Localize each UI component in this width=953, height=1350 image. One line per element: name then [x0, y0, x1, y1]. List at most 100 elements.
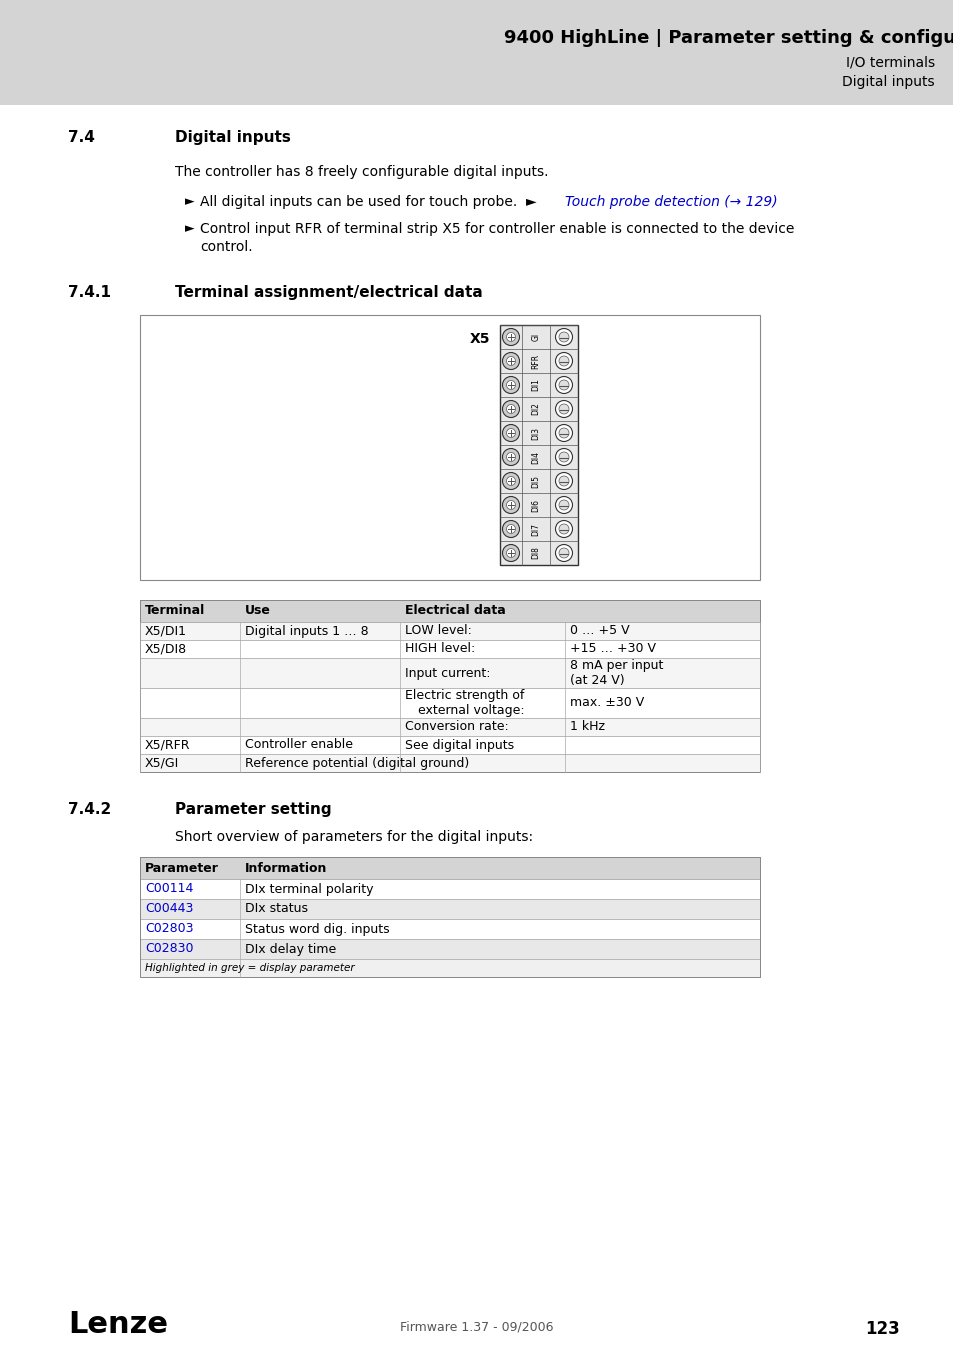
Text: GI: GI: [531, 333, 540, 342]
Text: Controller enable: Controller enable: [245, 738, 353, 752]
Circle shape: [558, 500, 568, 510]
Circle shape: [555, 328, 572, 346]
Circle shape: [558, 379, 568, 390]
Text: 123: 123: [864, 1320, 899, 1338]
Circle shape: [506, 405, 515, 413]
Text: DIx delay time: DIx delay time: [245, 942, 335, 956]
Text: 9400 HighLine | Parameter setting & configuration: 9400 HighLine | Parameter setting & conf…: [503, 28, 953, 47]
Text: X5/GI: X5/GI: [145, 756, 179, 770]
Text: C00114: C00114: [145, 883, 193, 895]
Text: Terminal: Terminal: [145, 605, 205, 617]
Bar: [140, 899, 760, 919]
Text: DI5: DI5: [531, 474, 540, 487]
Text: ►: ►: [185, 194, 194, 208]
Text: 7.4: 7.4: [68, 130, 94, 144]
Text: C02830: C02830: [145, 942, 193, 956]
Text: ►: ►: [185, 221, 194, 235]
Circle shape: [506, 548, 515, 558]
Text: I/O terminals: I/O terminals: [845, 55, 934, 69]
Circle shape: [558, 524, 568, 535]
Circle shape: [555, 424, 572, 441]
Circle shape: [555, 401, 572, 417]
Text: Parameter setting: Parameter setting: [174, 802, 332, 817]
Circle shape: [502, 328, 519, 346]
Circle shape: [506, 477, 515, 486]
Bar: [140, 718, 760, 736]
Circle shape: [558, 452, 568, 462]
Circle shape: [506, 452, 515, 462]
Text: Use: Use: [245, 605, 271, 617]
Circle shape: [506, 525, 515, 533]
Circle shape: [506, 381, 515, 390]
Text: 0 … +5 V: 0 … +5 V: [569, 625, 629, 637]
Circle shape: [558, 332, 568, 342]
Text: DI7: DI7: [531, 522, 540, 536]
Text: C02803: C02803: [145, 922, 193, 936]
Circle shape: [555, 352, 572, 370]
Circle shape: [506, 332, 515, 342]
Text: 8 mA per input
(at 24 V): 8 mA per input (at 24 V): [569, 659, 662, 687]
Circle shape: [555, 377, 572, 393]
Text: Status word dig. inputs: Status word dig. inputs: [245, 922, 389, 936]
Text: Reference potential (digital ground): Reference potential (digital ground): [245, 756, 469, 770]
Circle shape: [558, 548, 568, 558]
Circle shape: [502, 448, 519, 466]
Circle shape: [502, 401, 519, 417]
Circle shape: [502, 424, 519, 441]
Circle shape: [555, 448, 572, 466]
Text: DI1: DI1: [531, 378, 540, 392]
Circle shape: [558, 428, 568, 437]
Text: C00443: C00443: [145, 903, 193, 915]
Text: HIGH level:: HIGH level:: [405, 643, 475, 656]
Text: Digital inputs 1 … 8: Digital inputs 1 … 8: [245, 625, 368, 637]
Text: X5/RFR: X5/RFR: [145, 738, 191, 752]
Text: DI3: DI3: [531, 427, 540, 440]
Text: Short overview of parameters for the digital inputs:: Short overview of parameters for the dig…: [174, 830, 533, 844]
Text: The controller has 8 freely configurable digital inputs.: The controller has 8 freely configurable…: [174, 165, 548, 180]
Bar: [140, 919, 760, 940]
Text: +15 … +30 V: +15 … +30 V: [569, 643, 656, 656]
Text: DI2: DI2: [531, 402, 540, 416]
Circle shape: [555, 521, 572, 537]
Bar: [0, 0, 953, 105]
Circle shape: [502, 544, 519, 562]
Circle shape: [555, 472, 572, 490]
Text: X5/DI1: X5/DI1: [145, 625, 187, 637]
Circle shape: [558, 356, 568, 366]
Text: 7.4.1: 7.4.1: [68, 285, 111, 300]
Text: Input current:: Input current:: [405, 667, 490, 679]
Bar: [140, 657, 760, 688]
Circle shape: [502, 377, 519, 393]
Circle shape: [506, 501, 515, 509]
Bar: [140, 688, 760, 718]
Bar: [140, 857, 760, 977]
Text: Lenze: Lenze: [68, 1310, 168, 1339]
Text: max. ±30 V: max. ±30 V: [569, 697, 643, 710]
Circle shape: [558, 404, 568, 414]
Bar: [140, 879, 760, 899]
Text: 7.4.2: 7.4.2: [68, 802, 112, 817]
Text: Highlighted in grey = display parameter: Highlighted in grey = display parameter: [145, 963, 355, 973]
Circle shape: [502, 352, 519, 370]
Text: X5/DI8: X5/DI8: [145, 643, 187, 656]
Circle shape: [555, 497, 572, 513]
Text: DIx terminal polarity: DIx terminal polarity: [245, 883, 374, 895]
Text: LOW level:: LOW level:: [405, 625, 472, 637]
Bar: [140, 958, 760, 977]
Circle shape: [558, 477, 568, 486]
Text: DI4: DI4: [531, 451, 540, 463]
Text: DI8: DI8: [531, 547, 540, 559]
Circle shape: [502, 497, 519, 513]
Text: Control input RFR of terminal strip X5 for controller enable is connected to the: Control input RFR of terminal strip X5 f…: [200, 221, 794, 236]
Text: control.: control.: [200, 240, 253, 254]
Circle shape: [506, 428, 515, 437]
Text: Digital inputs: Digital inputs: [174, 130, 291, 144]
Text: All digital inputs can be used for touch probe.  ►: All digital inputs can be used for touch…: [200, 194, 540, 209]
Text: Digital inputs: Digital inputs: [841, 76, 934, 89]
Text: Firmware 1.37 - 09/2006: Firmware 1.37 - 09/2006: [400, 1320, 553, 1332]
Bar: [140, 622, 760, 640]
Bar: [140, 736, 760, 755]
Text: DIx status: DIx status: [245, 903, 308, 915]
Bar: [140, 857, 760, 879]
Text: Conversion rate:: Conversion rate:: [405, 721, 508, 733]
